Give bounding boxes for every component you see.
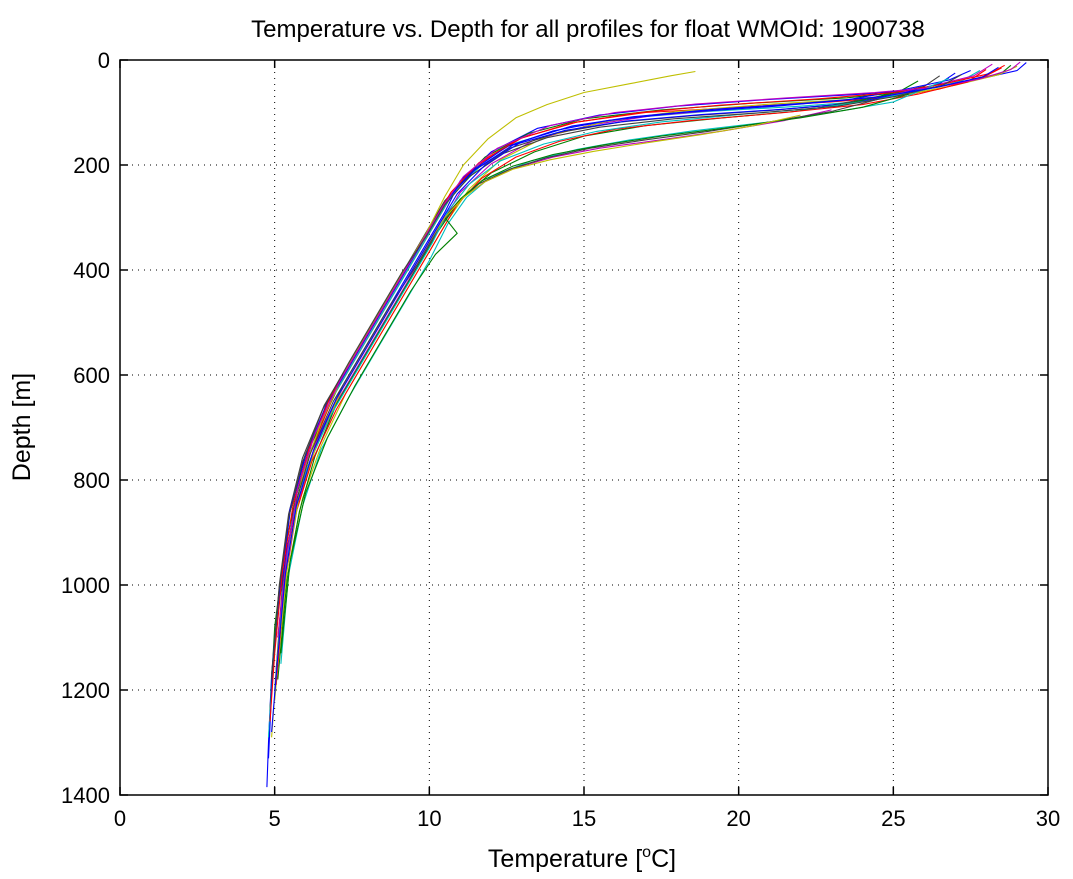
x-tick-label: 10 [417,806,441,831]
y-tick-label: 600 [73,363,110,388]
x-tick-label: 25 [881,806,905,831]
y-tick-label: 400 [73,258,110,283]
profile-line-16 [280,93,909,654]
x-axis-label: Temperature [oC] [488,844,676,873]
x-tick-label: 15 [572,806,596,831]
profile-line-19 [277,61,1021,638]
x-axis-label-superscript: o [642,844,651,861]
y-tick-label: 1200 [61,678,110,703]
y-tick-labels: 0 200 400 600 800 1000 1200 1400 [61,48,110,808]
x-tick-label: 30 [1036,806,1060,831]
x-tick-label: 20 [726,806,750,831]
x-axis-label-prefix: Temperature [ [488,845,642,873]
profile-line-13 [280,70,696,628]
profile-line-21 [271,74,962,680]
chart-title: Temperature vs. Depth for all profiles f… [251,16,925,43]
y-tick-label: 800 [73,468,110,493]
x-tick-label: 5 [269,806,281,831]
profile-line-22 [271,66,999,733]
profile-lines [266,61,1027,788]
grid-lines [120,60,1048,795]
y-tick-label: 1000 [61,573,110,598]
x-tick-label: 0 [114,806,126,831]
x-axis-label-suffix: C] [651,845,676,873]
axis-ticks [119,59,1049,796]
y-tick-label: 200 [73,153,110,178]
y-tick-label: 0 [98,48,110,73]
profile-line-1 [266,62,1027,788]
y-tick-label: 1400 [61,783,110,808]
y-axis-label: Depth [m] [8,373,36,481]
x-tick-labels: 0 5 10 15 20 25 30 [114,806,1060,831]
